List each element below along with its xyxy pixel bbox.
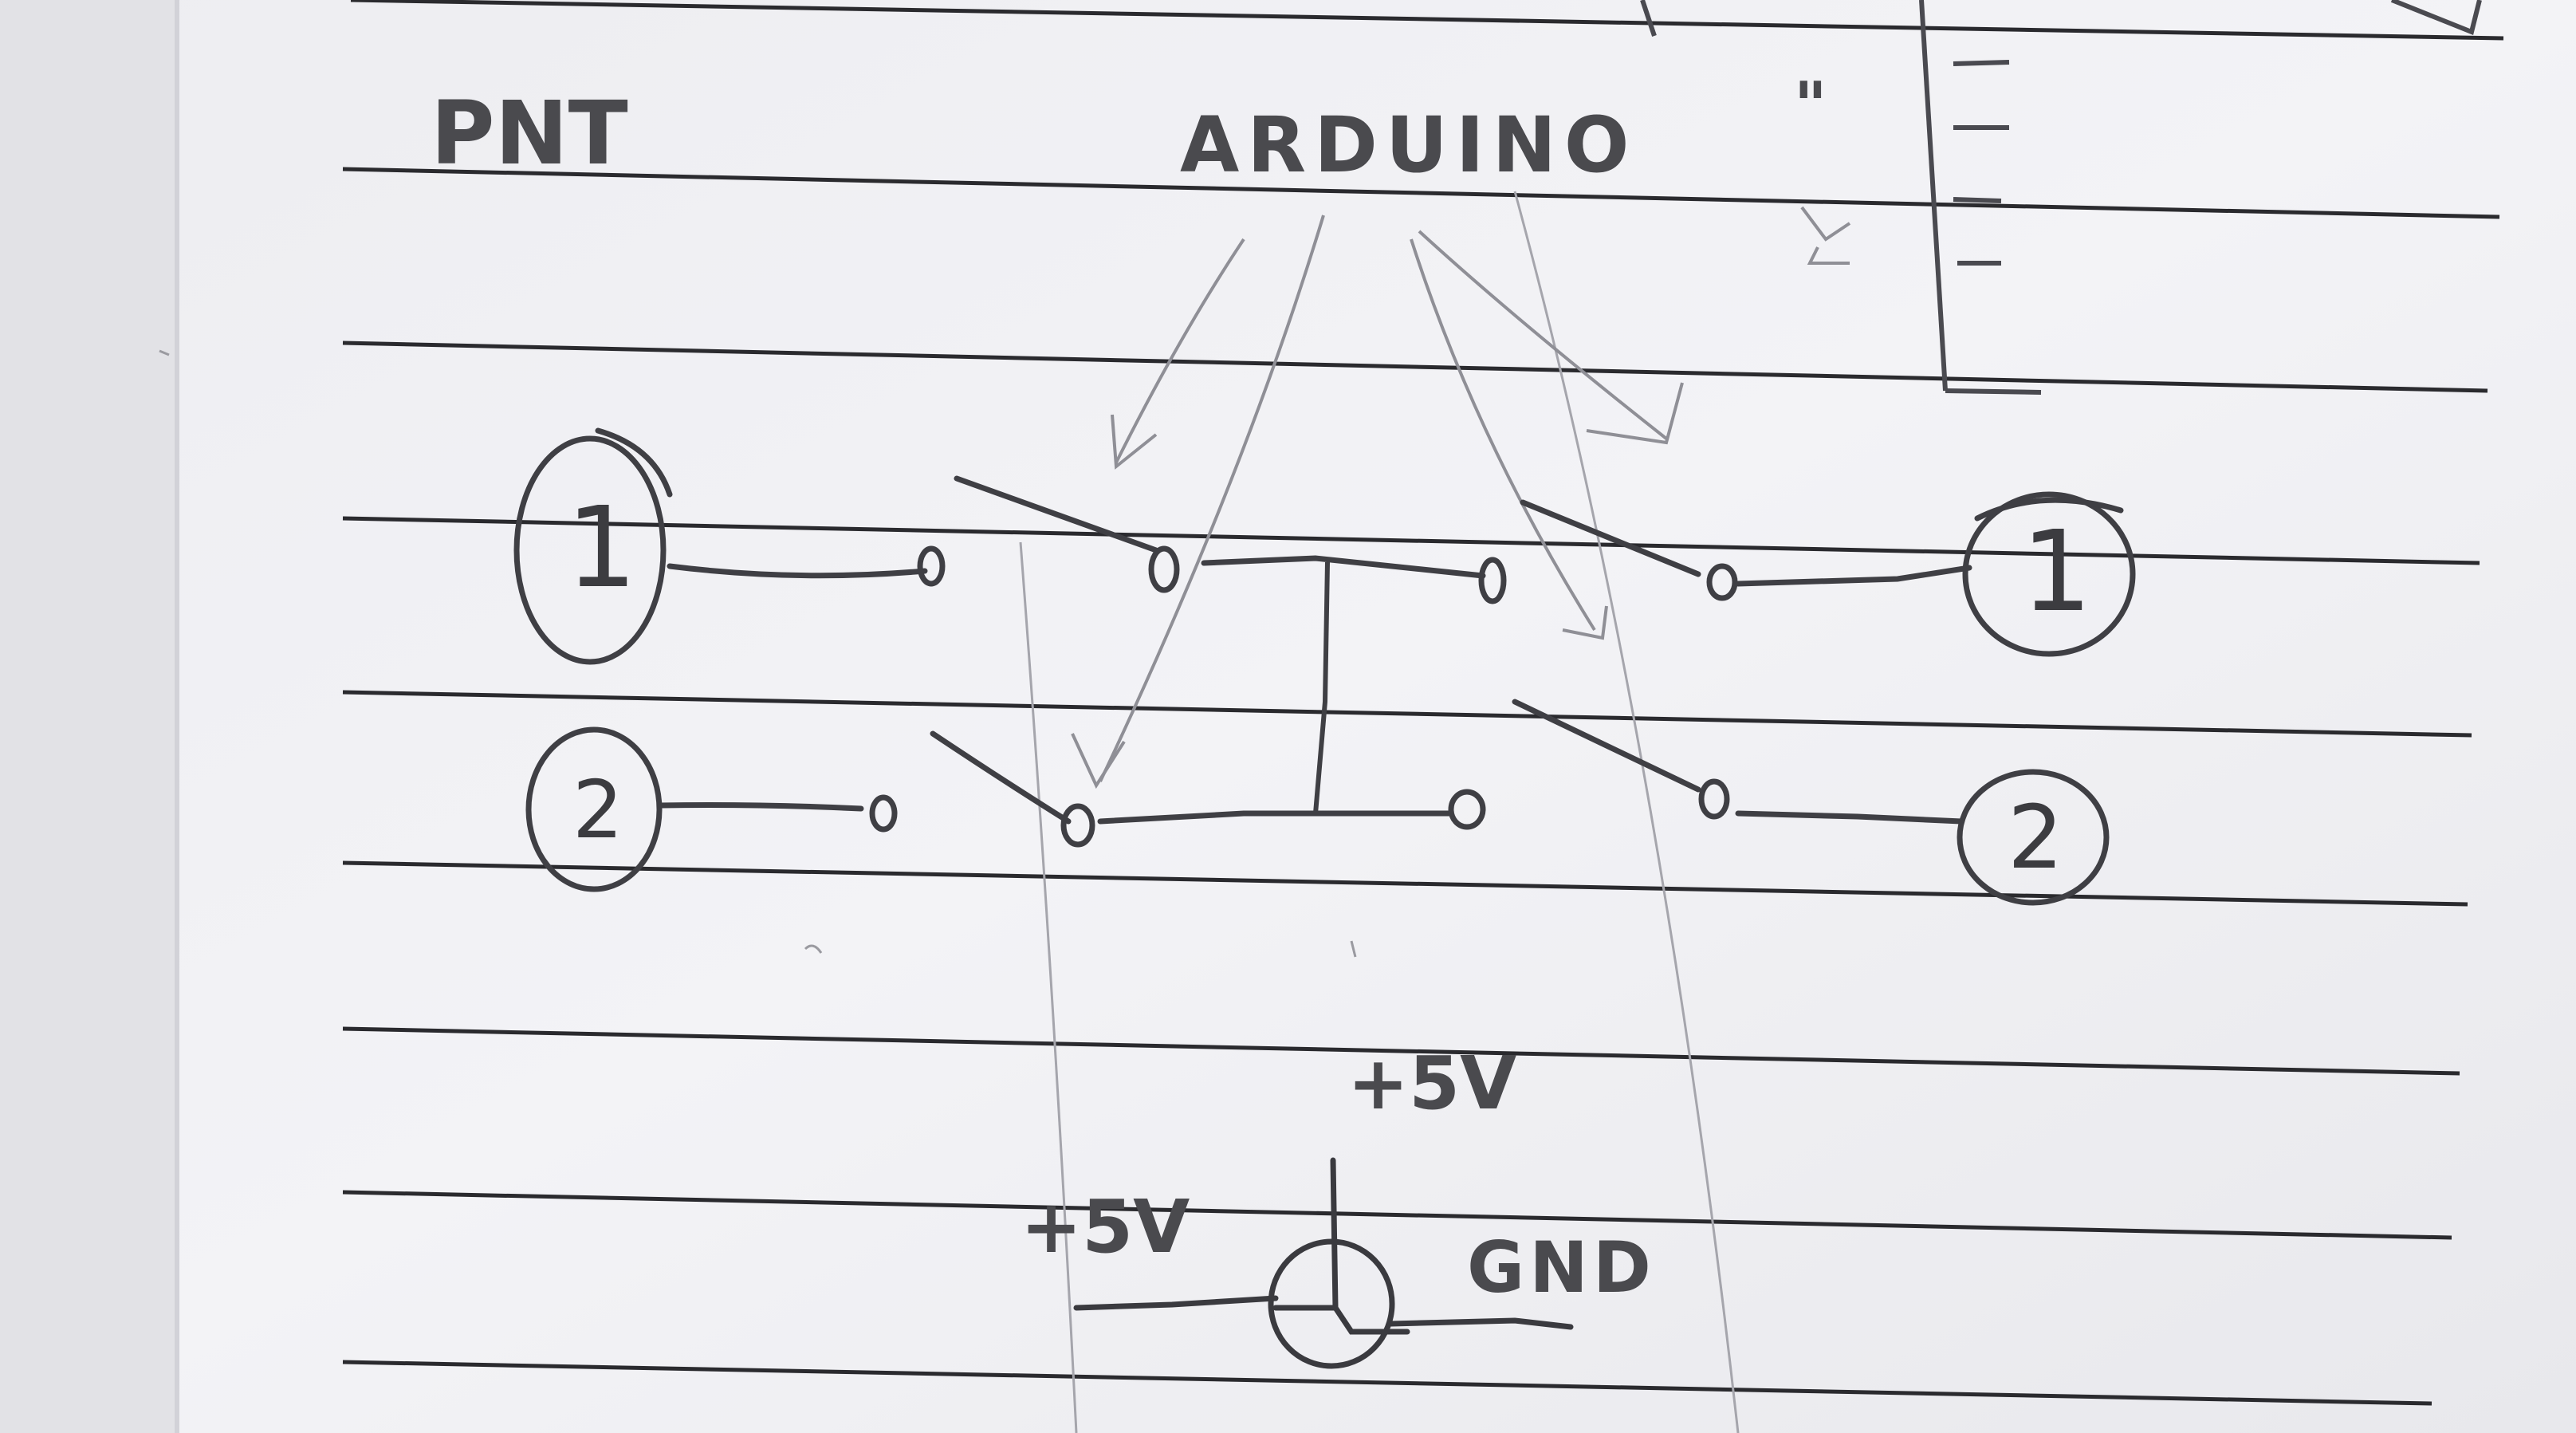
- switch-terminal: [1148, 545, 1180, 593]
- node-number-left-bottom: 2: [572, 763, 623, 856]
- switch-terminal: [1706, 563, 1738, 601]
- node-circle-right-bottom: [1957, 769, 2110, 906]
- switch-terminal: [1698, 778, 1730, 820]
- switch-terminal: [869, 794, 898, 833]
- left-plus-5v-label: +5V: [1021, 1184, 1190, 1270]
- power-symbol: [1073, 1157, 1574, 1369]
- stray-marks: [159, 349, 1357, 958]
- switch-terminal: [917, 545, 946, 587]
- quote-mark: ": [1794, 69, 1827, 143]
- partial-drawing-top-right: [1640, 0, 2482, 395]
- node-circle-left-top: [513, 435, 667, 665]
- switch-terminal: [1478, 557, 1507, 604]
- junction-wire: [1313, 561, 1330, 814]
- gnd-label: GND: [1467, 1226, 1656, 1309]
- arduino-label: ARDUINO: [1180, 100, 1638, 190]
- bottom-row-circuit: [525, 699, 2110, 906]
- ruled-lines: [342, 0, 2504, 1406]
- faint-arrows: [1071, 206, 1851, 789]
- node-number-right-top: 1: [2021, 507, 2092, 637]
- node-circle-right-top: [1962, 491, 2136, 657]
- top-row-circuit: [513, 427, 2136, 665]
- node-number-right-bottom: 2: [2008, 786, 2063, 888]
- node-number-left-top: 1: [566, 483, 637, 613]
- switch-terminal: [1448, 789, 1486, 830]
- margin-strip: [0, 0, 175, 1433]
- corner-scribble: PNT: [431, 82, 628, 184]
- node-circle-left-bottom: [525, 726, 663, 892]
- upper-plus-5v-label: +5V: [1347, 1041, 1516, 1126]
- switch-terminal: [1060, 803, 1095, 848]
